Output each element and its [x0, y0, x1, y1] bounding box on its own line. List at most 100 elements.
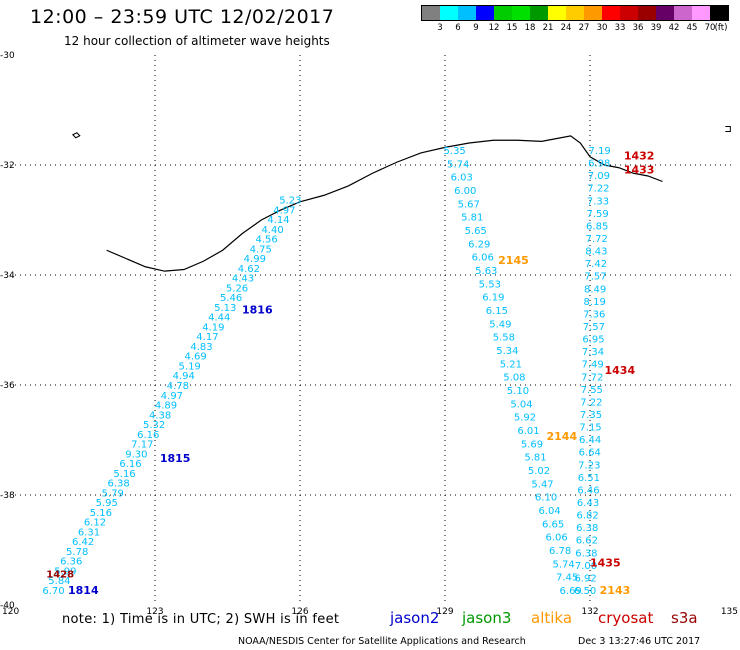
jason2-track-value: 4.97 [273, 205, 295, 216]
legend-label: 24 [560, 23, 572, 33]
jason2-track-value: 4.17 [196, 332, 218, 343]
cryosat-track-value: 6.95 [582, 335, 604, 346]
footnote: note: 1) Time is in UTC; 2) SWH is in fe… [62, 612, 340, 627]
legend-swatch [530, 6, 548, 20]
cryosat-track-value: 7.36 [583, 309, 605, 320]
cryosat-track-value: 7.42 [585, 259, 607, 270]
legend-swatch [494, 6, 512, 20]
satellite-label-altika: altika [531, 609, 573, 627]
lon-tick-label: 129 [436, 607, 453, 617]
lat-tick-label: -38 [0, 491, 15, 501]
lon-tick-label: 132 [581, 607, 598, 617]
cryosat-track-value: 8.49 [584, 284, 606, 295]
altika-track-value: 5.65 [465, 226, 487, 237]
jason2-track-value: 4.69 [184, 352, 206, 363]
lat-tick-label: -40 [0, 601, 15, 611]
altika-track-value: 5.58 [493, 333, 515, 344]
satellite-label-s3a: s3a [671, 609, 698, 627]
legend-swatch [512, 6, 530, 20]
lon-tick-label: 120 [2, 607, 19, 617]
track-time-label: 1433 [624, 163, 655, 176]
altika-track-value: 6.03 [451, 173, 473, 184]
cryosat-track-value: 7.22 [580, 397, 602, 408]
jason2-track-value: 4.97 [161, 391, 183, 402]
jason2-track-value: 4.99 [244, 254, 266, 265]
jason2-track-value: 4.40 [261, 225, 283, 236]
legend-label: 6 [455, 23, 461, 33]
cryosat-track-value: 7.09 [588, 171, 610, 182]
jason2-track-value: 4.89 [155, 401, 177, 412]
cryosat-track-value: 6.62 [576, 536, 598, 547]
altika-track-value: 6.15 [486, 306, 508, 317]
cryosat-track-value: 6.38 [576, 523, 598, 534]
legend-label: 39 [650, 23, 662, 33]
coastline [71, 126, 731, 272]
grid-lines [10, 55, 735, 605]
legend-label: (ft) [714, 23, 728, 33]
lat-tick-label: -32 [0, 161, 15, 171]
jason2-track-value: 5.23 [279, 196, 301, 207]
jason2-track-value: 4.94 [173, 371, 195, 382]
cryosat-track-value: 7.00 [575, 561, 597, 572]
cryosat-track-value: 7.49 [581, 360, 603, 371]
generation-timestamp: Dec 3 13:27:46 UTC 2017 [578, 636, 701, 647]
altika-track-value: 5.92 [514, 413, 536, 424]
map-subtitle: 12 hour collection of altimeter wave hei… [64, 34, 330, 48]
jason2-track-value: 4.75 [250, 244, 272, 255]
cryosat-track-value: 7.22 [587, 184, 609, 195]
jason2-track-value: 6.16 [119, 459, 141, 470]
altika-track-value: 5.53 [479, 279, 501, 290]
legend-swatch [476, 6, 494, 20]
map-title: 12:00 – 23:59 UTC 12/02/2017 [30, 6, 335, 28]
track-time-label: 1434 [605, 364, 636, 377]
legend-swatch [548, 6, 566, 20]
cryosat-track-value: 6.44 [579, 435, 601, 446]
jason2-track-value: 6.42 [72, 537, 94, 548]
legend-label: 9 [473, 23, 479, 33]
altika-track-value: 5.81 [461, 213, 483, 224]
legend-swatch [638, 6, 656, 20]
altika-track-value: 6.65 [542, 519, 564, 530]
altika-track-value: 5.04 [510, 399, 532, 410]
altika-track-value: 6.69 [560, 586, 582, 597]
cryosat-track-value: 6.51 [578, 473, 600, 484]
legend-color-scale [421, 5, 729, 21]
jason2-track-value: 4.62 [238, 264, 260, 275]
jason2-track-value: 5.16 [90, 508, 112, 519]
altika-track-value: 5.21 [500, 359, 522, 370]
legend-label: 3 [437, 23, 443, 33]
cryosat-track-value: 7.33 [587, 196, 609, 207]
jason2-track-value: 4.56 [256, 235, 278, 246]
axis-ticks: 120 123 126 129 132 135 -30 -32 -34 -36 -38 -40 [0, 51, 738, 617]
cryosat-track-value: 7.57 [583, 322, 605, 333]
altika-track-value: 6.01 [517, 426, 539, 437]
jason2-track-value: 4.14 [267, 215, 289, 226]
lat-tick-label: -34 [0, 271, 15, 281]
cryosat-track-value: 6.92 [574, 573, 596, 584]
jason2-track-value: 4.43 [232, 274, 254, 285]
track-time-label: 1432 [624, 150, 655, 163]
altika-track-value: 6.78 [549, 546, 571, 557]
jason2-track-value: 5.19 [179, 361, 201, 372]
cryosat-track-value: 7.72 [581, 372, 603, 383]
coastline-east-edge [725, 126, 731, 132]
track-time-label: 2145 [498, 254, 529, 267]
cryosat-track-value: 6.43 [577, 498, 599, 509]
altika-track-value: 5.35 [444, 146, 466, 157]
cryosat-track-value: 6.50 [574, 586, 596, 597]
coastline-path [106, 135, 663, 272]
legend-swatch [422, 6, 440, 20]
jason2-track-value: 5.84 [48, 576, 70, 587]
credit-line: NOAA/NESDIS Center for Satellite Applica… [238, 636, 526, 647]
cryosat-track-value: 6.64 [579, 448, 601, 459]
color-legend: 3 6 9 12 15 18 21 24 27 30 33 36 39 42 45 70 (ft) [421, 5, 729, 35]
satellite-label-cryosat: cryosat [598, 609, 654, 627]
lat-tick-label: -36 [0, 381, 15, 391]
jason2-track-value: 6.16 [137, 430, 159, 441]
jason2-track-value: 6.12 [84, 518, 106, 529]
jason2-track-value: 5.78 [66, 547, 88, 558]
jason2-track-value: 4.19 [202, 322, 224, 333]
cryosat-track-value: 7.15 [579, 423, 601, 434]
jason2-track-value: 6.36 [60, 557, 82, 568]
